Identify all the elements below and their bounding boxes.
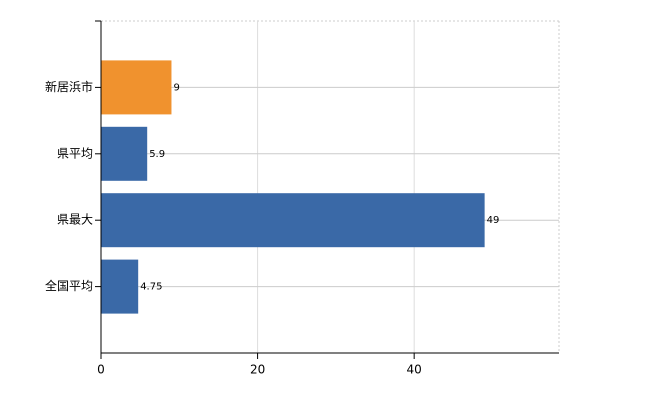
bar — [101, 60, 172, 115]
data-label: 4.75 — [140, 282, 162, 293]
data-label: 9 — [173, 82, 179, 93]
x-tick-label: 20 — [250, 363, 265, 377]
y-tick-label: 県最大 — [57, 213, 93, 227]
y-tick-label: 全国平均 — [45, 278, 93, 293]
y-tick-label: 県平均 — [57, 146, 93, 160]
bar — [101, 193, 485, 248]
data-label: 49 — [487, 215, 500, 226]
x-tick-label: 0 — [97, 363, 105, 377]
bar — [101, 126, 148, 181]
y-tick-label: 新居浜市 — [45, 79, 93, 94]
data-label: 5.9 — [149, 149, 165, 160]
x-tick-label: 40 — [407, 363, 422, 377]
bar — [101, 259, 139, 314]
